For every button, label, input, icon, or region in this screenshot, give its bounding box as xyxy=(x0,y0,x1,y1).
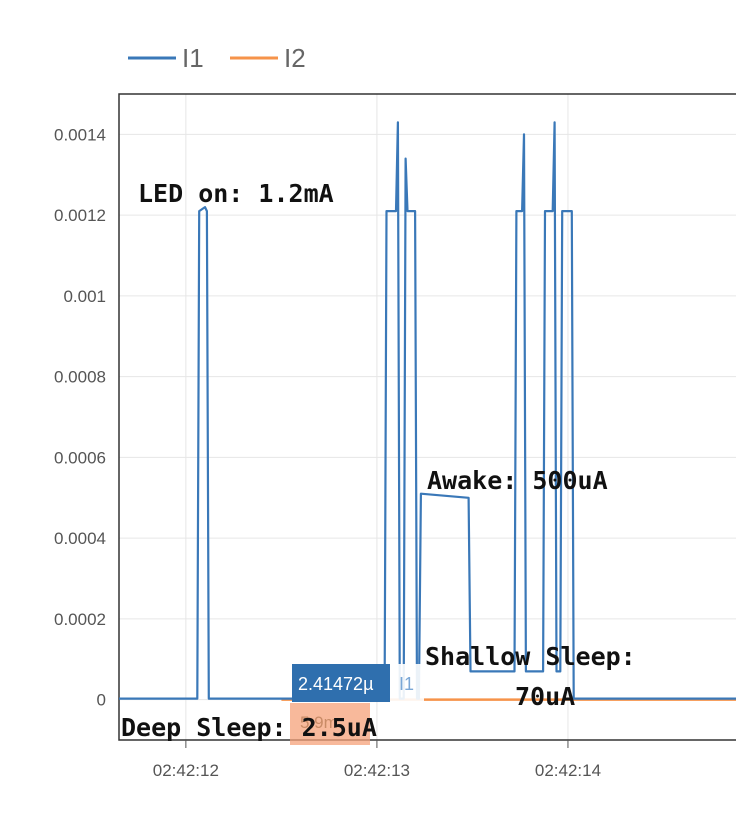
y-tick-label: 0.001 xyxy=(63,287,106,306)
x-tick-label: 02:42:14 xyxy=(535,761,601,780)
y-tick-label: 0.0004 xyxy=(54,529,106,548)
tooltip-faded-box xyxy=(290,703,370,745)
legend-label-i1: I1 xyxy=(182,43,204,73)
tooltip-series-label: I1 xyxy=(399,674,414,694)
y-tick-label: 0.0014 xyxy=(54,125,106,144)
y-tick-label: 0.0002 xyxy=(54,610,106,629)
legend: I1 I2 xyxy=(128,43,306,73)
annotations: LED on: 1.2mA Awake: 500uA Shallow Sleep… xyxy=(121,179,636,742)
series-i1-line xyxy=(119,121,736,700)
annotation-deep-sleep: Deep Sleep: 2.5uA xyxy=(121,713,377,742)
annotation-shallow-sleep: Shallow Sleep: xyxy=(425,642,636,671)
tooltip-value-box xyxy=(292,664,390,702)
hover-tooltip: 5.9m 2.41472µ I1 xyxy=(290,664,424,745)
tooltip-series-box xyxy=(390,664,424,702)
y-tick-label: 0 xyxy=(97,691,106,710)
y-tick-label: 0.0006 xyxy=(54,448,106,467)
plot-frame xyxy=(118,93,736,741)
x-tick-label: 02:42:13 xyxy=(344,761,410,780)
y-tick-label: 0.0008 xyxy=(54,368,106,387)
x-tick-label: 02:42:12 xyxy=(153,761,219,780)
tooltip-value: 2.41472µ xyxy=(298,674,373,694)
annotation-awake: Awake: 500uA xyxy=(427,466,608,495)
legend-label-i2: I2 xyxy=(284,43,306,73)
annotation-shallow-sleep-value: 70uA xyxy=(515,682,575,711)
y-axis-ticks: 0 0.0002 0.0004 0.0006 0.0008 0.001 0.0012 0.00… xyxy=(54,125,106,709)
y-tick-label: 0.0012 xyxy=(54,206,106,225)
tooltip-faded-value: 5.9m xyxy=(300,713,338,732)
annotation-led-on: LED on: 1.2mA xyxy=(138,179,334,208)
